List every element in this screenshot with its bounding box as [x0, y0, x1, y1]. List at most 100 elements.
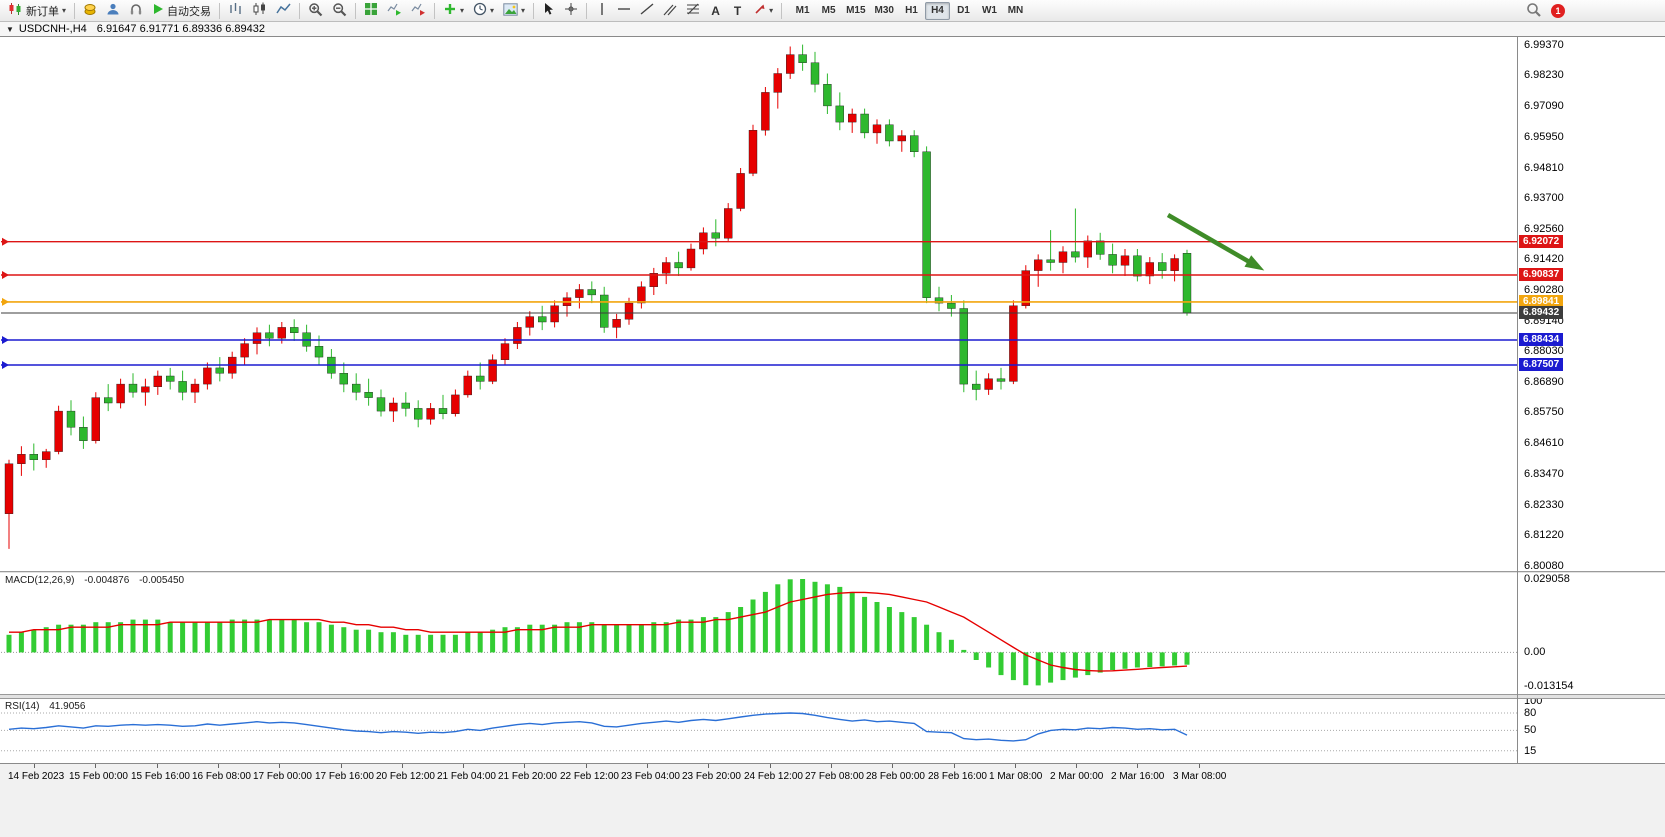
rsi-label: RSI(14) 41.9056 [5, 701, 85, 712]
zoom-in-button[interactable] [304, 1, 327, 20]
market-button[interactable] [79, 1, 101, 20]
macd-indicator[interactable] [1, 573, 1517, 694]
periods-button[interactable]: ▾ [469, 1, 498, 20]
indicators-button[interactable]: ▾ [439, 1, 468, 20]
chevron-down-icon: ▾ [460, 5, 465, 15]
rsi-value: 41.9056 [49, 701, 86, 712]
time-axis-label: 22 Feb 12:00 [560, 771, 619, 782]
cursor-button[interactable] [538, 1, 559, 20]
time-axis-tick [954, 764, 955, 768]
text-tool-button[interactable]: A [705, 1, 726, 20]
time-axis-tick [647, 764, 648, 768]
bar-chart-icon [228, 2, 243, 19]
templates-button[interactable]: ▾ [499, 1, 529, 20]
time-axis[interactable]: 14 Feb 2023 15 Feb 00:00 15 Feb 16:00 16 Fe… [0, 763, 1665, 837]
timeframe-m30-button[interactable]: M30 [871, 2, 898, 20]
arrows-tool-button[interactable]: ▾ [749, 1, 777, 20]
template-image-icon [503, 2, 518, 19]
rsi-name: RSI(14) [5, 701, 40, 712]
toolbar-separator [299, 2, 301, 19]
price-chart[interactable] [1, 37, 1517, 571]
trend-arrow-head [1244, 255, 1265, 271]
tile-windows-button[interactable] [360, 1, 382, 20]
timeframe-h4-button[interactable]: H4 [924, 1, 950, 20]
timeframe-w1-button[interactable]: W1 [977, 2, 1002, 20]
resistance-line-1-price-badge: 6.92072 [1519, 235, 1564, 248]
timeframe-mn-button[interactable]: MN [1003, 2, 1028, 20]
notification-badge[interactable]: 1 [1551, 3, 1565, 18]
time-axis-tick [708, 764, 709, 768]
rsi-axis-label: 15 [1524, 745, 1537, 757]
time-axis-tick [341, 764, 342, 768]
line-chart-button[interactable] [272, 1, 295, 20]
rsi-axis: 100 80 50 15 [1518, 695, 1665, 763]
macd-name: MACD(12,26,9) [5, 575, 75, 586]
autotrading-label: 自动交易 [167, 5, 212, 18]
zoom-out-button[interactable] [328, 1, 351, 20]
rsi-indicator[interactable] [1, 699, 1517, 763]
trend-arrow-annotation[interactable] [1166, 213, 1255, 266]
pane-splitter[interactable] [0, 571, 1665, 573]
autotrading-button[interactable]: 自动交易 [148, 1, 215, 20]
support-button[interactable] [125, 1, 147, 20]
timeframe-h1-button[interactable]: H1 [899, 2, 924, 20]
horizontal-line-tool-button[interactable] [613, 1, 635, 20]
search-button[interactable] [1522, 1, 1545, 20]
time-axis-label: 28 Feb 16:00 [928, 771, 987, 782]
support-line-1-price-badge: 6.88434 [1519, 333, 1564, 346]
time-axis-label: 2 Mar 00:00 [1050, 771, 1104, 782]
chevron-down-icon: ▾ [769, 5, 774, 15]
main-toolbar: 新订单 ▾ 自动交易 ▾ ▾ ▾ A [0, 0, 1665, 22]
price-axis-label: 6.82330 [1524, 499, 1564, 511]
timeframe-d1-button[interactable]: D1 [951, 2, 976, 20]
price-axis-label: 6.86890 [1524, 376, 1564, 388]
crosshair-button[interactable] [560, 1, 582, 20]
label-tool-button[interactable]: T [727, 1, 748, 20]
chart-top-border [0, 36, 1665, 37]
vertical-line-icon [597, 2, 607, 19]
timeframe-m1-button[interactable]: M1 [790, 2, 815, 20]
horizontal-line-icon [617, 4, 631, 17]
price-axis-label: 6.88030 [1524, 345, 1564, 357]
fibonacci-tool-button[interactable] [682, 1, 704, 20]
pane-splitter[interactable] [0, 694, 1665, 699]
timeframe-group: M1 M5 M15 M30 H1 H4 D1 W1 MN [790, 1, 1028, 20]
price-axis-label: 6.81220 [1524, 529, 1564, 541]
profile-button[interactable] [102, 1, 124, 20]
new-order-label: 新订单 [26, 5, 59, 18]
time-axis-tick [402, 764, 403, 768]
toolbar-separator [355, 2, 357, 19]
timeframe-m5-button[interactable]: M5 [816, 2, 841, 20]
price-scale-border [1517, 22, 1518, 763]
tile-windows-icon [364, 2, 378, 19]
time-axis-label: 20 Feb 12:00 [376, 771, 435, 782]
chart-shift-button[interactable] [407, 1, 430, 20]
time-axis-tick [218, 764, 219, 768]
toolbar-right-group: 1 [1522, 1, 1661, 20]
macd-label: MACD(12,26,9) -0.004876 -0.005450 [5, 575, 184, 586]
toolbar-separator [533, 2, 535, 19]
line-chart-icon [276, 2, 291, 19]
timeframe-m15-button[interactable]: M15 [842, 2, 869, 20]
channel-tool-button[interactable] [659, 1, 681, 20]
time-axis-tick [34, 764, 35, 768]
vertical-line-tool-button[interactable] [591, 1, 612, 20]
time-axis-label: 15 Feb 16:00 [131, 771, 190, 782]
price-axis[interactable]: 6.99370 6.98230 6.97090 6.95950 6.94810 6.937… [1518, 37, 1665, 572]
fibonacci-icon [686, 2, 700, 19]
bar-chart-button[interactable] [224, 1, 247, 20]
new-order-button[interactable]: 新订单 ▾ [4, 1, 70, 20]
text-tool-icon: A [711, 3, 720, 18]
time-axis-tick [831, 764, 832, 768]
auto-scroll-button[interactable] [383, 1, 406, 20]
indicator-plus-icon [443, 2, 457, 19]
toolbar-separator [586, 2, 588, 19]
bid-price-line-price-badge: 6.89432 [1519, 306, 1564, 319]
candlestick-chart-button[interactable] [248, 1, 271, 20]
trendline-tool-button[interactable] [636, 1, 658, 20]
clock-icon [473, 2, 487, 19]
time-axis-label: 23 Feb 04:00 [621, 771, 680, 782]
collapse-triangle-icon[interactable]: ▼ [6, 24, 14, 34]
time-axis-label: 14 Feb 2023 [8, 771, 65, 782]
